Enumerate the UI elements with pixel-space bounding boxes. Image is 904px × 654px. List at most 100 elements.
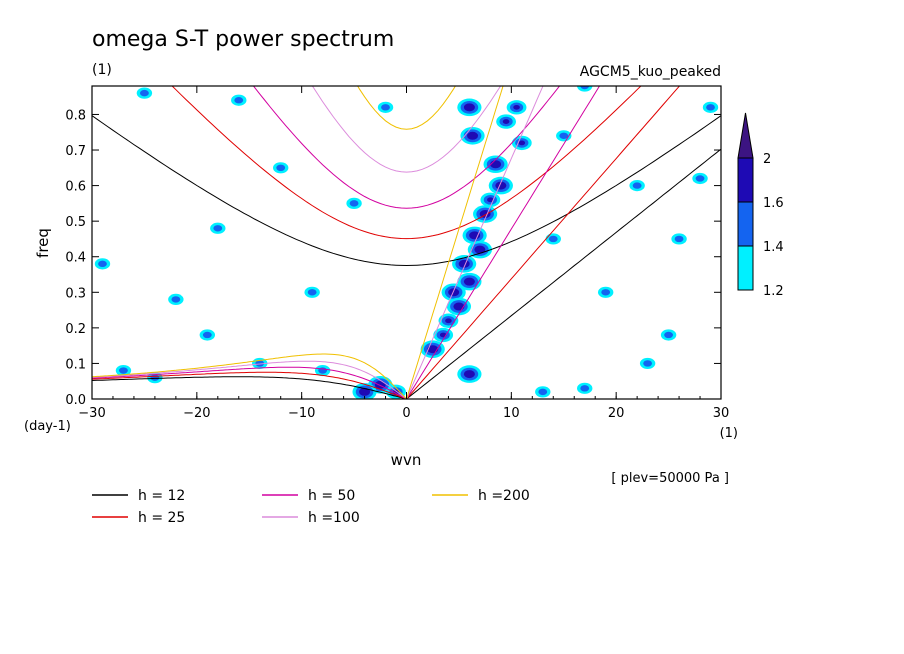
y-tick-label: 0.7 — [65, 144, 86, 159]
dispersion-curve — [92, 366, 407, 399]
power-blob — [490, 160, 502, 169]
power-blob — [349, 200, 359, 207]
chart-subtitle: (1) — [92, 62, 112, 78]
y-tick-label: 0.0 — [65, 393, 86, 408]
x-tick-label: 0 — [402, 406, 410, 421]
power-blob — [695, 175, 705, 182]
power-blob — [463, 103, 475, 112]
x-tick-label: 30 — [713, 406, 730, 421]
power-blob — [487, 197, 494, 203]
x-tick-label: −20 — [183, 406, 210, 421]
colorbar-segment — [737, 157, 754, 203]
dispersion-curve — [252, 86, 561, 209]
power-blob — [559, 132, 569, 139]
dispersion-curve — [92, 360, 407, 399]
power-blob — [276, 164, 286, 172]
power-blob — [601, 289, 611, 296]
power-blob — [307, 289, 317, 296]
y-tick-label: 0.6 — [65, 180, 86, 195]
power-blob — [548, 235, 558, 243]
y-tick-label: 0.8 — [65, 108, 86, 123]
power-blob — [453, 302, 465, 311]
power-blob — [359, 387, 371, 396]
power-blob — [538, 388, 548, 396]
y-tick-label: 0.4 — [65, 251, 86, 266]
power-blob — [171, 296, 181, 303]
legend-label: h = 25 — [138, 510, 185, 526]
power-blob — [234, 97, 244, 104]
dispersion-curve — [171, 86, 642, 240]
level-annotation: [ plev=50000 Pa ] — [611, 471, 729, 486]
power-blob — [458, 259, 470, 268]
power-blob — [448, 288, 460, 297]
x-tick-label: 20 — [608, 406, 625, 421]
power-blob — [119, 367, 128, 374]
power-blob — [469, 231, 481, 240]
dispersion-curve — [92, 115, 721, 267]
power-blob — [474, 245, 486, 254]
power-blob — [502, 119, 510, 124]
y-tick-label: 0.5 — [65, 215, 86, 230]
power-blob — [674, 235, 684, 243]
power-blob — [706, 104, 715, 111]
power-blob — [463, 370, 475, 379]
dispersion-curve — [406, 86, 681, 399]
power-blob — [580, 86, 590, 90]
colorbar-segment — [737, 245, 754, 291]
power-shading — [94, 86, 719, 399]
x-axis-ticks: −30 −20 −10 0 10 20 30 — [78, 86, 729, 421]
legend-label: h = 50 — [308, 488, 355, 504]
power-blob — [467, 131, 479, 140]
chart-title: omega S-T power spectrum — [92, 27, 394, 52]
power-blob — [445, 318, 452, 324]
legend-label: h =100 — [308, 510, 360, 526]
power-blob — [140, 89, 149, 97]
colorbar-arrow — [737, 112, 754, 159]
power-blob — [632, 182, 642, 189]
dispersion-curve — [406, 86, 601, 399]
colorbar-label: 1.2 — [763, 284, 784, 299]
power-blob — [255, 360, 265, 367]
y-axis-label: freq — [34, 228, 52, 258]
legend: h = 12 h = 25 h = 50 h =100 h =200 — [92, 488, 530, 526]
y-tick-label: 0.1 — [65, 357, 86, 372]
dispersion-curve — [92, 376, 407, 399]
power-blob — [643, 360, 653, 367]
power-blob — [463, 277, 475, 286]
power-blob — [202, 331, 212, 339]
colorbar-segment — [737, 201, 754, 247]
plot-background — [92, 86, 721, 399]
power-blob — [213, 225, 223, 232]
dispersion-curve — [92, 371, 407, 399]
dispersion-curve — [406, 148, 721, 399]
y-axis-ticks: 0.0 0.1 0.2 0.3 0.4 0.5 0.6 0.7 0.8 — [65, 108, 721, 408]
power-blob — [518, 140, 526, 146]
dispersion-curve — [357, 86, 456, 130]
x-unit-label: (1) — [720, 426, 738, 441]
y-tick-label: 0.3 — [65, 286, 86, 301]
power-blob — [98, 260, 107, 268]
dispersion-curves — [92, 86, 721, 399]
colorbar-label: 1.4 — [763, 240, 784, 255]
x-tick-label: −30 — [78, 406, 105, 421]
power-blob — [427, 345, 439, 354]
power-blob — [513, 104, 520, 110]
dispersion-curve — [406, 86, 504, 399]
colorbar: 1.2 1.4 1.6 2 — [737, 112, 784, 299]
power-blob — [381, 104, 390, 111]
colorbar-label: 2 — [763, 152, 771, 167]
y-tick-label: 0.2 — [65, 322, 86, 337]
power-blob — [495, 181, 507, 190]
dispersion-curve — [92, 353, 407, 399]
power-blob — [580, 385, 590, 392]
power-blob — [664, 331, 673, 339]
legend-label: h =200 — [478, 488, 530, 504]
dispersion-curve — [406, 86, 544, 399]
colorbar-label: 1.6 — [763, 196, 784, 211]
model-label: AGCM5_kuo_peaked — [580, 64, 721, 80]
x-tick-label: −10 — [288, 406, 315, 421]
x-tick-label: 10 — [503, 406, 520, 421]
legend-label: h = 12 — [138, 488, 185, 504]
y-unit-label: (day-1) — [24, 419, 71, 434]
